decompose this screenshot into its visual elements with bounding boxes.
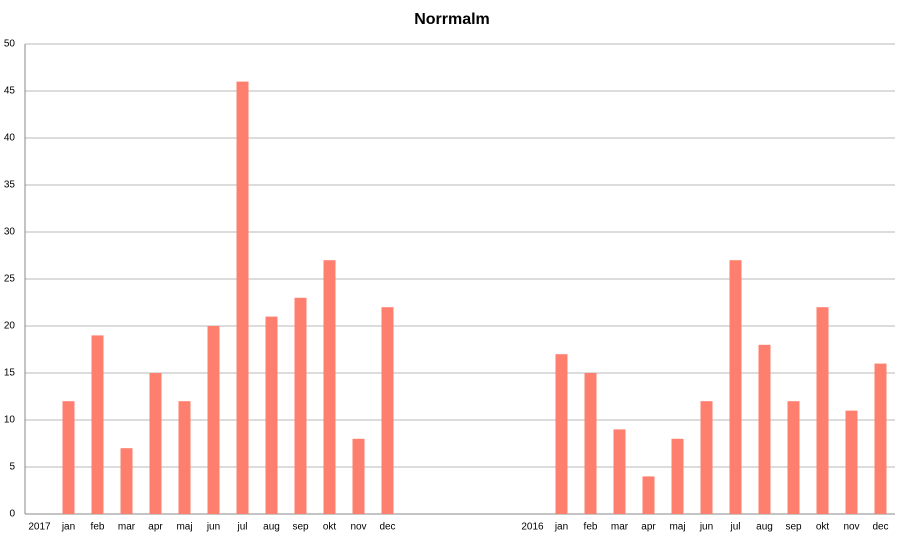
x-tick-label: feb (91, 522, 105, 533)
bar (874, 363, 887, 514)
x-tick-label: 2017 (28, 522, 51, 533)
x-tick-label: sep (785, 522, 802, 533)
x-tick-label: maj (669, 522, 685, 533)
bar (381, 307, 394, 514)
bar (120, 448, 133, 514)
y-tick-label: 10 (4, 415, 16, 426)
x-tick-label: feb (584, 522, 598, 533)
bar (845, 410, 858, 514)
y-tick-label: 15 (4, 368, 16, 379)
bar (787, 401, 800, 514)
x-tick-label: okt (323, 522, 337, 533)
y-tick-label: 45 (4, 86, 16, 97)
y-tick-label: 40 (4, 133, 16, 144)
x-tick-label: jul (729, 522, 740, 533)
bar (613, 429, 626, 514)
x-tick-label: sep (292, 522, 309, 533)
x-tick-label: mar (118, 522, 136, 533)
bar (149, 373, 162, 514)
x-tick-label: mar (611, 522, 629, 533)
x-tick-label: jun (699, 522, 713, 533)
x-tick-label: apr (148, 522, 163, 533)
bar (265, 316, 278, 514)
bar (62, 401, 75, 514)
x-tick-label: nov (843, 522, 859, 533)
y-tick-label: 0 (9, 509, 15, 520)
x-tick-label: okt (816, 522, 830, 533)
x-tick-label: maj (176, 522, 192, 533)
bar (642, 476, 655, 514)
x-tick-label: aug (756, 522, 773, 533)
chart-title: Norrmalm (414, 11, 490, 28)
y-tick-label: 25 (4, 274, 16, 285)
y-tick-label: 30 (4, 227, 16, 238)
x-tick-label: aug (263, 522, 280, 533)
bar (294, 297, 307, 514)
x-tick-label: nov (350, 522, 366, 533)
y-tick-label: 50 (4, 39, 16, 50)
x-tick-label: dec (872, 522, 888, 533)
x-tick-label: apr (641, 522, 656, 533)
bar (816, 307, 829, 514)
bar (91, 335, 104, 514)
bar (758, 344, 771, 514)
bar (323, 260, 336, 514)
bar (584, 373, 597, 514)
x-tick-label: jul (236, 522, 247, 533)
y-tick-label: 5 (9, 462, 15, 473)
y-tick-label: 35 (4, 180, 16, 191)
bar (236, 81, 249, 514)
bar (352, 438, 365, 514)
x-tick-label: jan (61, 522, 75, 533)
bar (178, 401, 191, 514)
bar (700, 401, 713, 514)
x-tick-label: dec (379, 522, 395, 533)
bar (729, 260, 742, 514)
bar (671, 438, 684, 514)
x-tick-label: jan (554, 522, 568, 533)
y-tick-label: 20 (4, 321, 16, 332)
bar (555, 354, 568, 514)
x-tick-label: 2016 (521, 522, 544, 533)
bar (207, 326, 220, 514)
x-tick-label: jun (206, 522, 220, 533)
